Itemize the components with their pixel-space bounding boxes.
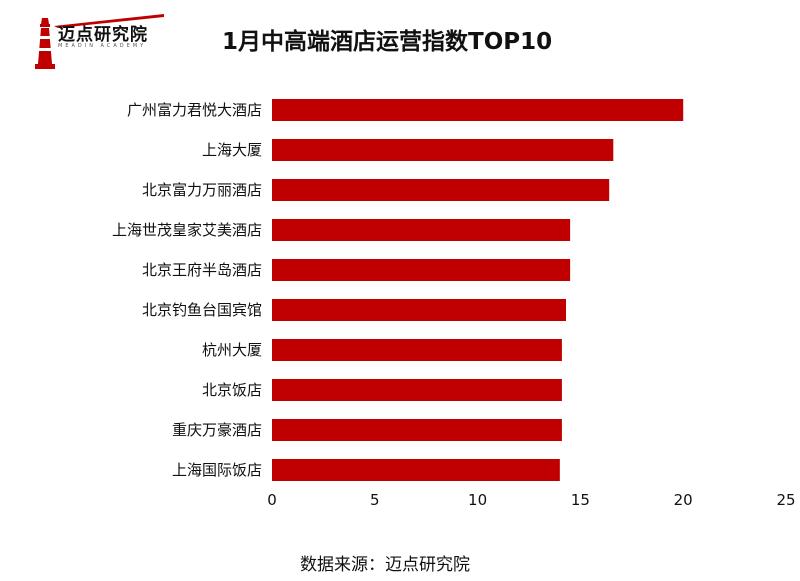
category-label: 北京富力万丽酒店 bbox=[142, 181, 262, 199]
category-label: 广州富力君悦大酒店 bbox=[127, 101, 262, 119]
category-label: 上海国际饭店 bbox=[172, 461, 262, 479]
category-label: 北京钓鱼台国宾馆 bbox=[142, 301, 262, 319]
bar bbox=[272, 219, 571, 241]
bar bbox=[272, 179, 610, 201]
category-label: 上海世茂皇家艾美酒店 bbox=[112, 221, 262, 239]
lighthouse-icon bbox=[35, 18, 55, 69]
category-label: 北京饭店 bbox=[202, 381, 262, 399]
bar bbox=[272, 139, 614, 161]
category-label: 杭州大厦 bbox=[202, 341, 262, 359]
x-tick-label: 10 bbox=[468, 491, 487, 509]
x-tick-label: 0 bbox=[267, 491, 277, 509]
bar bbox=[272, 259, 571, 281]
bar bbox=[272, 99, 684, 121]
bar bbox=[272, 379, 562, 401]
chart-title: 1月中高端酒店运营指数TOP10 bbox=[222, 29, 553, 55]
bar bbox=[272, 459, 560, 481]
logo bbox=[32, 14, 164, 72]
bar bbox=[272, 339, 562, 361]
bar bbox=[272, 419, 562, 441]
logo-tagline: MEADIN ACADEMY bbox=[58, 43, 147, 49]
category-label: 上海大厦 bbox=[202, 141, 262, 159]
x-tick-label: 15 bbox=[571, 491, 590, 509]
logo-name: 迈点研究院 bbox=[58, 25, 148, 45]
bar bbox=[272, 299, 567, 321]
logo-swoosh-icon bbox=[54, 14, 164, 28]
data-source: 数据来源：迈点研究院 bbox=[300, 555, 470, 575]
category-label: 北京王府半岛酒店 bbox=[142, 261, 262, 279]
x-tick-label: 5 bbox=[370, 491, 380, 509]
x-tick-label: 25 bbox=[776, 491, 795, 509]
category-label: 重庆万豪酒店 bbox=[172, 421, 262, 439]
bar-chart: 广州富力君悦大酒店上海大厦北京富力万丽酒店上海世茂皇家艾美酒店北京王府半岛酒店北… bbox=[112, 99, 796, 509]
x-tick-label: 20 bbox=[674, 491, 693, 509]
